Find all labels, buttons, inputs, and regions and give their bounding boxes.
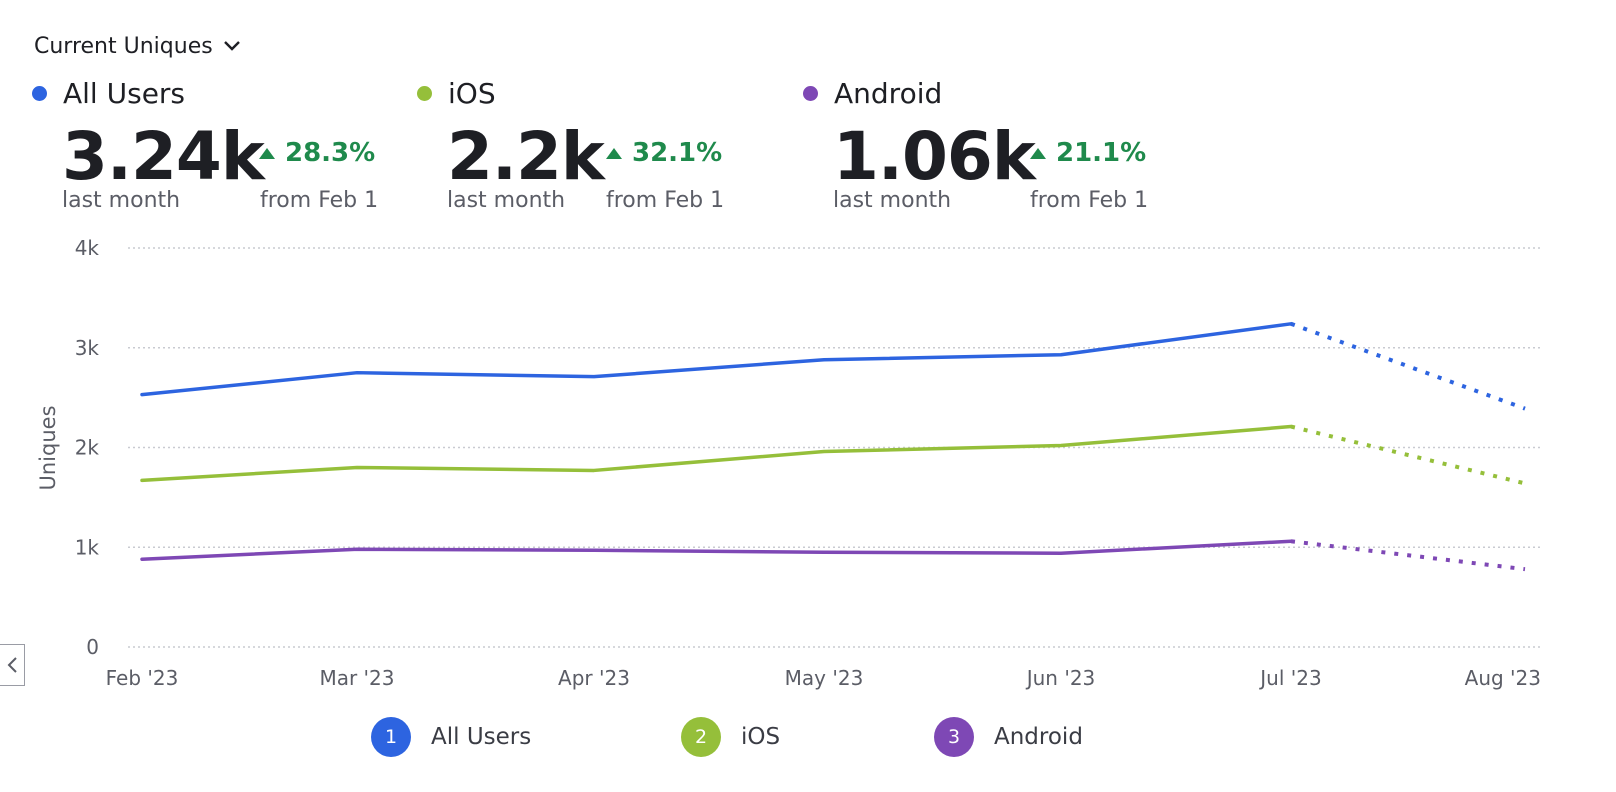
y-tick-label: 3k xyxy=(75,336,100,360)
y-tick-label: 0 xyxy=(86,635,99,659)
series-color-dot xyxy=(417,85,432,101)
series-line xyxy=(140,322,1293,397)
legend-item-ios[interactable]: 2 iOS xyxy=(681,717,780,757)
x-tick-label: Mar '23 xyxy=(319,666,394,690)
summary-name: Android xyxy=(834,76,943,110)
series-line xyxy=(140,539,1293,561)
legend-label: Android xyxy=(994,724,1083,750)
grid-lines xyxy=(128,247,1542,648)
x-tick-label: May '23 xyxy=(785,666,864,690)
y-tick-label: 4k xyxy=(75,236,100,260)
legend-item-android[interactable]: 3 Android xyxy=(934,717,1083,757)
legend-index-badge: 2 xyxy=(681,717,721,757)
chevron-left-icon xyxy=(7,657,17,673)
x-axis-ticks: Feb '23 Mar '23 Apr '23 May '23 Jun '23 Jul '… xyxy=(106,666,1541,690)
summary-change-caption: from Feb 1 xyxy=(606,188,725,213)
x-tick-label: Apr '23 xyxy=(558,666,630,690)
series-color-dot xyxy=(803,85,818,101)
summary-ios: iOS 2.2k last month 32.1% from Feb 1 xyxy=(417,76,724,213)
metric-dropdown[interactable]: Current Uniques xyxy=(34,28,241,64)
legend-index-badge: 1 xyxy=(371,717,411,757)
series-line xyxy=(140,424,1293,483)
summary-change-value: 32.1% xyxy=(632,138,723,168)
metric-dropdown-label: Current Uniques xyxy=(34,33,213,59)
summary-value: 3.24k xyxy=(62,118,265,195)
y-tick-label: 2k xyxy=(75,436,100,460)
summary-value-caption: last month xyxy=(62,188,181,213)
x-tick-label: Jun '23 xyxy=(1025,666,1096,690)
y-axis-ticks: 0 1k 2k 3k 4k xyxy=(75,236,100,659)
summary-change-value: 21.1% xyxy=(1056,138,1147,168)
x-tick-label: Jul '23 xyxy=(1258,666,1321,690)
series-projection-line xyxy=(1290,424,1526,486)
x-tick-label: Aug '23 xyxy=(1465,666,1541,690)
legend-item-all-users[interactable]: 1 All Users xyxy=(371,717,531,757)
triangle-up-icon xyxy=(1030,147,1046,159)
y-axis-title: Uniques xyxy=(36,405,60,490)
legend-label: iOS xyxy=(741,724,781,750)
summary-change-caption: from Feb 1 xyxy=(260,188,379,213)
summary-value-caption: last month xyxy=(833,188,952,213)
x-tick-label: Feb '23 xyxy=(106,666,179,690)
legend-label: All Users xyxy=(431,724,532,750)
chevron-down-icon xyxy=(223,41,240,51)
summary-change: 32.1% xyxy=(606,138,722,168)
series-color-dot xyxy=(32,85,47,101)
summary-all-users: All Users 3.24k last month 28.3% from Fe… xyxy=(32,76,378,213)
summary-name: iOS xyxy=(448,76,496,110)
triangle-up-icon xyxy=(606,147,622,159)
y-tick-label: 1k xyxy=(75,535,100,559)
legend-index-badge: 3 xyxy=(934,717,974,757)
summary-name: All Users xyxy=(63,76,186,110)
series-projection-line xyxy=(1290,539,1526,572)
scroll-left-button[interactable] xyxy=(0,644,25,686)
series-lines xyxy=(140,321,1526,572)
summary-change: 28.3% xyxy=(259,138,375,168)
series-projection-line xyxy=(1290,321,1526,411)
summary-value: 1.06k xyxy=(833,118,1036,195)
summary-android: Android 1.06k last month 21.1% from Feb … xyxy=(803,76,1148,213)
summary-value-caption: last month xyxy=(447,188,566,213)
triangle-up-icon xyxy=(259,147,275,159)
summary-change: 21.1% xyxy=(1030,138,1146,168)
summary-value: 2.2k xyxy=(447,118,605,195)
summary-change-caption: from Feb 1 xyxy=(1030,188,1149,213)
summary-change-value: 28.3% xyxy=(285,138,376,168)
